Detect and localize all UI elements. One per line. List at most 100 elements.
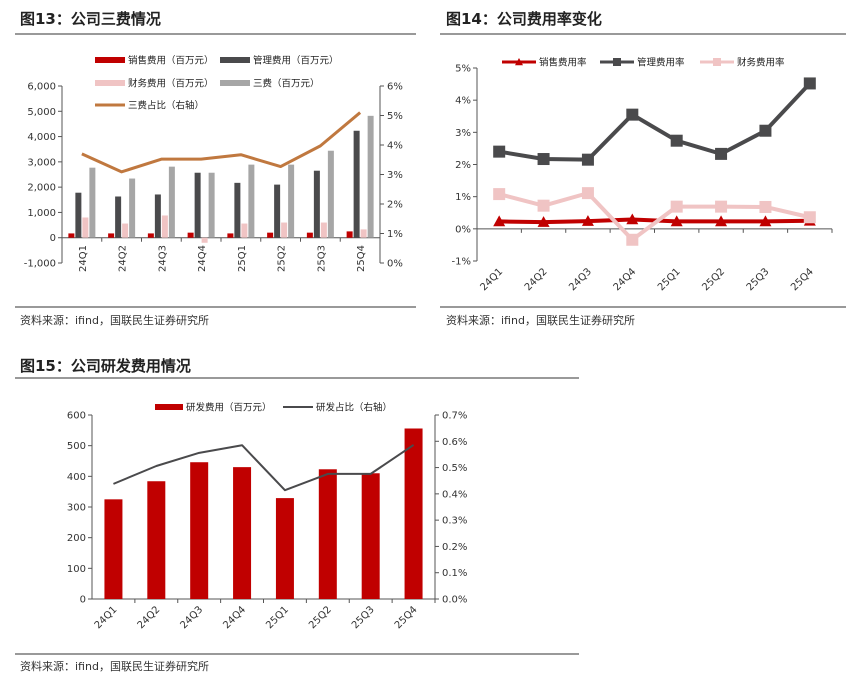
data-point xyxy=(493,145,506,158)
y2-tick-label: 5% xyxy=(387,111,403,122)
data-point xyxy=(670,215,683,227)
legend-swatch xyxy=(95,57,125,63)
chart1-source: 资料来源：ifind，国联民生证券研究所 xyxy=(20,313,209,327)
chart3-title: 图15：公司研发费用情况 xyxy=(20,357,191,375)
y2-tick-label: 3% xyxy=(387,170,403,181)
legend-swatch xyxy=(155,404,183,410)
bar xyxy=(194,172,201,238)
bar xyxy=(234,182,241,238)
x-tick-label: 24Q3 xyxy=(178,604,205,631)
y-tick-label: 5% xyxy=(455,64,471,75)
data-point xyxy=(581,187,594,200)
y2-tick-label: 0% xyxy=(387,259,403,270)
bar xyxy=(275,498,294,599)
data-point xyxy=(537,199,550,212)
x-tick-label: 25Q3 xyxy=(745,266,772,293)
x-tick-label: 24Q2 xyxy=(118,245,129,272)
bar xyxy=(108,233,115,238)
chart3-source: 资料来源：ifind，国联民生证券研究所 xyxy=(20,659,209,673)
legend-label: 销售费用率 xyxy=(539,57,587,69)
data-point xyxy=(581,215,594,226)
series-line xyxy=(498,82,812,162)
data-point xyxy=(626,108,639,121)
bar xyxy=(190,462,209,599)
y-tick-label: 5,000 xyxy=(27,107,56,118)
x-tick-label: 24Q4 xyxy=(612,266,639,293)
series-line xyxy=(499,217,810,225)
legend-label: 三费占比（右轴） xyxy=(128,100,204,112)
y-tick-label: 2% xyxy=(455,160,471,171)
chart2-source: 资料来源：ifind，国联民生证券研究所 xyxy=(446,313,635,327)
bar xyxy=(89,167,96,238)
x-tick-label: 24Q3 xyxy=(157,245,168,272)
bar xyxy=(288,164,295,238)
x-tick-label: 25Q2 xyxy=(277,245,288,272)
bar xyxy=(201,237,208,243)
bar xyxy=(248,164,255,238)
x-tick-label: 25Q1 xyxy=(264,604,291,631)
x-tick-label: 24Q4 xyxy=(197,245,208,272)
y-tick-label: -1% xyxy=(452,257,471,268)
bar xyxy=(147,481,166,599)
y2-tick-label: 6% xyxy=(387,82,403,93)
y-tick-label: 1% xyxy=(455,192,471,203)
x-tick-label: 25Q2 xyxy=(700,266,727,293)
legend-marker xyxy=(713,58,721,66)
series-line xyxy=(81,111,362,174)
legend-label: 财务费用（百万元） xyxy=(128,78,214,90)
bar xyxy=(241,223,248,238)
bar xyxy=(320,222,327,238)
series-line xyxy=(498,191,811,242)
legend-swatch xyxy=(220,80,250,86)
series-line xyxy=(113,444,415,492)
legend-marker xyxy=(613,58,621,66)
chart2-title: 图14：公司费用率变化 xyxy=(446,10,602,28)
y-tick-label: 3% xyxy=(455,128,471,139)
y-tick-label: 4,000 xyxy=(27,132,56,143)
bar xyxy=(346,231,353,238)
y-tick-label: 0% xyxy=(455,224,471,235)
bar xyxy=(129,178,136,238)
y2-tick-label: 4% xyxy=(387,141,403,152)
x-tick-label: 25Q2 xyxy=(307,604,334,631)
legend-marker xyxy=(515,58,523,66)
y2-tick-label: 0.7% xyxy=(442,411,467,422)
y-tick-label: 600 xyxy=(67,411,86,422)
x-tick-label: 25Q4 xyxy=(393,604,420,631)
y2-tick-label: 0.2% xyxy=(442,542,467,553)
bar xyxy=(168,166,175,238)
data-point xyxy=(537,153,550,166)
bar xyxy=(154,194,161,238)
data-point xyxy=(715,200,728,213)
data-point xyxy=(715,147,728,160)
bar xyxy=(68,233,75,238)
x-tick-label: 24Q2 xyxy=(136,604,163,631)
legend-label: 研发占比（右轴） xyxy=(316,402,392,414)
y2-tick-label: 1% xyxy=(387,229,403,240)
x-tick-label: 25Q4 xyxy=(789,266,816,293)
legend-label: 三费（百万元） xyxy=(253,78,320,90)
chart1-title: 图13：公司三费情况 xyxy=(20,10,161,28)
data-point xyxy=(803,77,816,90)
y2-tick-label: 0.5% xyxy=(442,463,467,474)
bar xyxy=(274,184,281,238)
data-point xyxy=(626,213,639,225)
legend-swatch xyxy=(95,80,125,86)
bar xyxy=(227,233,234,238)
y-tick-label: 3,000 xyxy=(27,157,56,168)
bar xyxy=(318,469,337,599)
y2-tick-label: 0.0% xyxy=(442,595,467,606)
bar xyxy=(233,467,252,599)
data-point xyxy=(537,216,550,227)
data-point xyxy=(759,124,772,137)
data-point xyxy=(626,233,639,246)
bar xyxy=(360,229,367,238)
data-point xyxy=(759,200,772,213)
x-tick-label: 25Q1 xyxy=(237,245,248,272)
bar xyxy=(187,232,194,238)
y-tick-label: -1,000 xyxy=(24,259,56,270)
x-tick-label: 25Q3 xyxy=(350,604,377,631)
bar xyxy=(327,150,334,238)
data-point xyxy=(581,153,594,166)
